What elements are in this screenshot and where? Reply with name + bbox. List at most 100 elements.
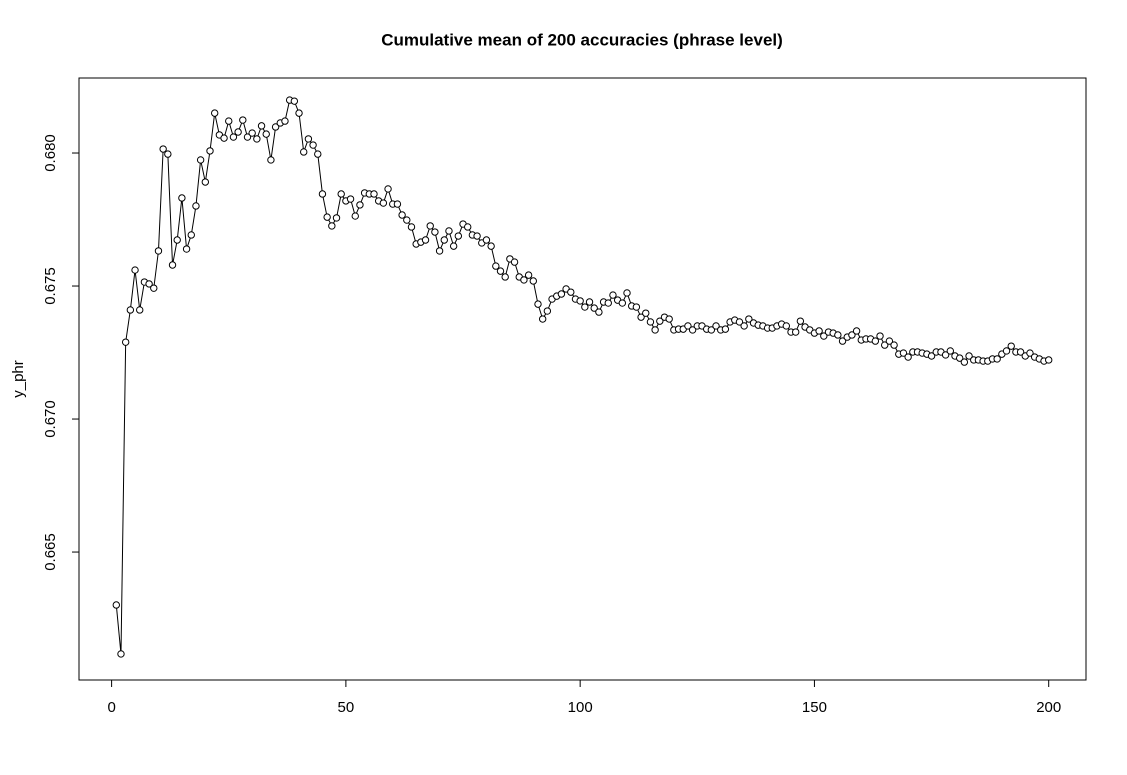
data-point [117, 650, 125, 658]
data-point [234, 128, 242, 136]
data-point [838, 337, 847, 345]
data-point [398, 211, 406, 219]
data-point [965, 352, 973, 360]
data-point [834, 331, 842, 339]
y-tick-label: 0.680 [42, 134, 59, 172]
data-point [609, 291, 617, 299]
chart-title: Cumulative mean of 200 accuracies (phras… [381, 30, 783, 49]
data-point [290, 97, 299, 105]
x-tick-label: 100 [568, 699, 593, 716]
data-point [632, 303, 641, 311]
data-point [712, 322, 720, 330]
data-point [904, 353, 912, 361]
data-point [890, 341, 898, 349]
y-tick-label: 0.670 [42, 400, 59, 438]
data-point [927, 352, 936, 360]
data-point [168, 261, 177, 269]
data-point [267, 156, 275, 164]
data-point [496, 267, 505, 275]
data-point [281, 117, 289, 125]
data-point [881, 341, 889, 349]
data-point [192, 202, 200, 210]
data-point [782, 322, 791, 330]
data-point [136, 306, 144, 314]
data-point [524, 271, 533, 279]
y-tick-label: 0.665 [42, 533, 59, 571]
data-point [121, 338, 130, 346]
data-point [150, 284, 158, 292]
data-point [492, 262, 500, 270]
data-point [604, 299, 612, 307]
data-point [379, 199, 388, 207]
data-point [567, 288, 575, 296]
data-point [239, 116, 247, 124]
data-point [253, 135, 261, 143]
data-point [201, 178, 210, 186]
data-point [318, 190, 327, 198]
data-point [421, 236, 430, 244]
data-point [1002, 347, 1011, 355]
data-point [590, 304, 598, 312]
data-point [557, 290, 566, 298]
data-point [431, 228, 439, 236]
data-point [796, 317, 805, 325]
data-point [871, 337, 880, 345]
data-point [112, 601, 120, 609]
data-point [126, 306, 135, 314]
y-tick-label: 0.675 [42, 267, 59, 305]
data-point [393, 200, 402, 208]
data-point [576, 297, 584, 305]
data-point [665, 315, 673, 323]
data-point [876, 332, 884, 340]
data-point [520, 276, 528, 284]
data-point [182, 245, 191, 253]
data-point [473, 232, 481, 240]
data-point [852, 327, 861, 335]
data-point [848, 331, 856, 339]
data-point [595, 308, 603, 316]
data-point [688, 326, 697, 334]
data-point [178, 194, 186, 202]
data-point [220, 134, 228, 142]
x-tick-label: 200 [1036, 699, 1061, 716]
data-point [534, 300, 542, 308]
data-point [159, 145, 167, 153]
data-point [332, 214, 341, 222]
data-point [257, 122, 266, 130]
x-tick-label: 0 [107, 699, 115, 716]
y-axis-label: y_phr [10, 360, 27, 398]
data-point [637, 313, 645, 321]
data-point [271, 123, 280, 131]
data-point [735, 318, 744, 326]
data-point [538, 315, 547, 323]
data-point [309, 141, 317, 149]
data-point [262, 130, 270, 138]
data-point [229, 133, 238, 141]
data-point [585, 298, 594, 306]
data-point [791, 328, 800, 336]
data-point [300, 148, 308, 156]
data-point [501, 273, 509, 281]
data-point [407, 223, 416, 231]
data-point [464, 223, 472, 231]
x-tick-label: 150 [802, 699, 827, 716]
data-point [384, 185, 392, 193]
data-point [543, 307, 552, 315]
data-point [581, 303, 589, 311]
data-point [248, 129, 256, 137]
data-point [820, 332, 828, 340]
data-point [449, 242, 458, 250]
data-point [646, 318, 655, 326]
data-point [370, 190, 378, 198]
data-point [684, 322, 692, 330]
data-point [707, 326, 716, 334]
data-point [815, 327, 823, 335]
data-point [1045, 356, 1053, 364]
data-point [482, 236, 491, 244]
data-point [740, 322, 748, 330]
data-point [323, 213, 331, 221]
data-point [618, 299, 627, 307]
